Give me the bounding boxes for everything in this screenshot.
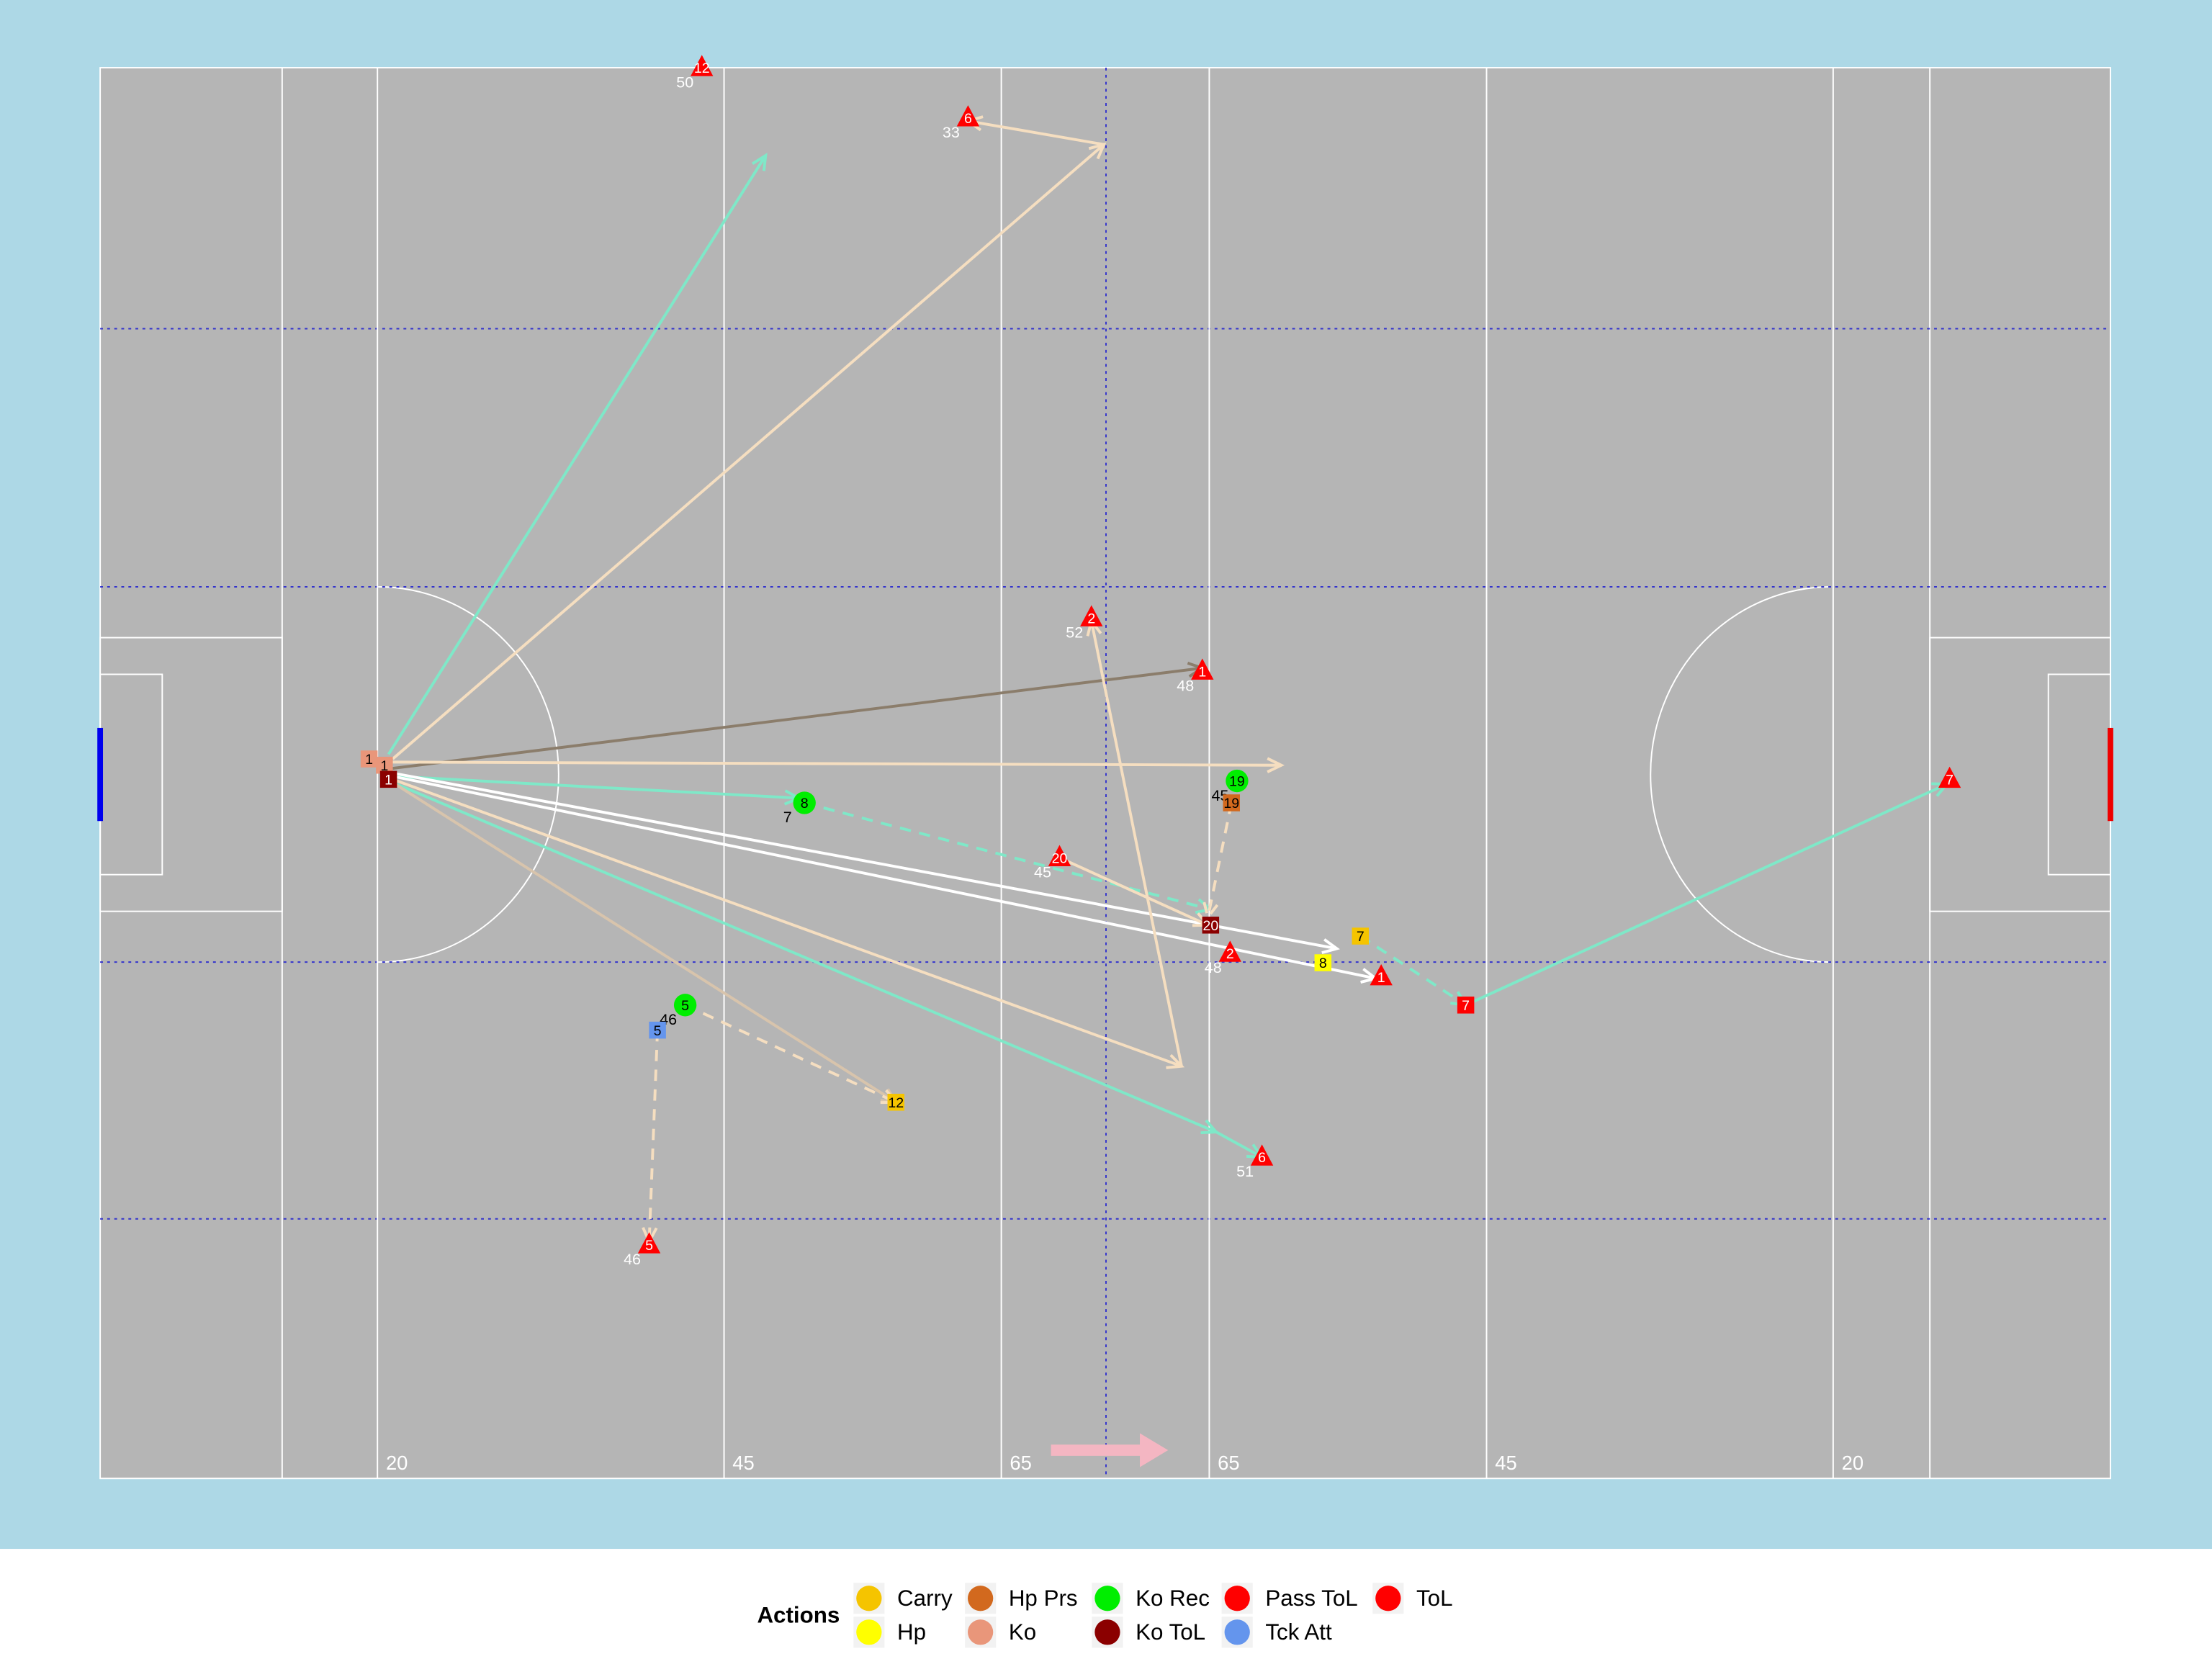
legend-swatch bbox=[856, 1619, 882, 1645]
player-number: 6 bbox=[1258, 1150, 1266, 1166]
tol-marker bbox=[1048, 845, 1071, 866]
player-number: 7 bbox=[1357, 929, 1364, 945]
player-number: 5 bbox=[654, 1023, 662, 1039]
legend-label: Ko ToL bbox=[1136, 1619, 1205, 1645]
event-marker bbox=[673, 994, 697, 1017]
legend-label: Carry bbox=[897, 1586, 953, 1611]
player-number: 19 bbox=[1229, 774, 1245, 790]
tol-marker bbox=[1218, 940, 1241, 962]
arrow bbox=[1359, 935, 1469, 1007]
legend-swatch bbox=[968, 1586, 994, 1611]
goal-left bbox=[97, 727, 104, 822]
player-number: 1 bbox=[380, 758, 388, 774]
legend-swatch bbox=[1375, 1586, 1401, 1611]
event-marker bbox=[793, 791, 816, 814]
tol-marker bbox=[691, 55, 714, 76]
arrow bbox=[387, 153, 768, 755]
legend-label: Pass ToL bbox=[1265, 1586, 1357, 1611]
legend-swatch bbox=[1094, 1619, 1120, 1645]
player-number: 1 bbox=[385, 772, 392, 788]
legend-swatch bbox=[1224, 1586, 1250, 1611]
player-number: 12 bbox=[694, 60, 710, 76]
tol-marker bbox=[956, 105, 980, 127]
arrow bbox=[392, 778, 1185, 1069]
arc bbox=[378, 586, 559, 963]
legend-swatch bbox=[1094, 1586, 1120, 1611]
minute-label: 48 bbox=[1177, 676, 1194, 694]
player-number: 19 bbox=[1223, 796, 1239, 811]
player-number: 12 bbox=[888, 1095, 904, 1111]
event-marker bbox=[360, 750, 378, 768]
arrow bbox=[1202, 802, 1233, 921]
event-marker bbox=[1352, 927, 1370, 945]
tol-marker bbox=[637, 1232, 661, 1254]
legend-swatch bbox=[1224, 1619, 1250, 1645]
legend-label: Ko Rec bbox=[1136, 1586, 1210, 1611]
minute-label: 45 bbox=[1034, 863, 1051, 881]
x-tick-label: 20 bbox=[1842, 1452, 1863, 1474]
arrow bbox=[392, 771, 1340, 955]
event-marker bbox=[1314, 954, 1332, 971]
arrow bbox=[392, 757, 1285, 773]
tol-marker bbox=[1250, 1144, 1274, 1166]
player-number: 2 bbox=[1087, 611, 1095, 626]
direction-arrow bbox=[1051, 1433, 1169, 1467]
x-tick-label: 45 bbox=[732, 1452, 754, 1474]
player-number: 20 bbox=[1202, 918, 1218, 934]
legend-title: Actions bbox=[757, 1603, 840, 1628]
legend-label: Hp Prs bbox=[1009, 1586, 1078, 1611]
player-number: 6 bbox=[964, 111, 972, 127]
x-tick-label: 20 bbox=[386, 1452, 408, 1474]
player-number: 1 bbox=[365, 752, 373, 768]
player-number: 20 bbox=[1052, 850, 1068, 866]
event-marker bbox=[1226, 769, 1249, 793]
minute-label: 33 bbox=[943, 123, 960, 141]
event-marker bbox=[1457, 997, 1475, 1014]
tol-marker bbox=[1370, 963, 1393, 986]
legend-label: Ko bbox=[1009, 1619, 1036, 1645]
minute-label: 50 bbox=[676, 73, 693, 91]
event-marker bbox=[376, 756, 393, 774]
minute-label: 46 bbox=[624, 1250, 641, 1268]
x-tick-label: 65 bbox=[1218, 1452, 1239, 1474]
legend-label: Hp bbox=[897, 1619, 926, 1645]
minute-label: 51 bbox=[1236, 1162, 1254, 1180]
player-number: 2 bbox=[1226, 946, 1234, 962]
player-number: 1 bbox=[1377, 970, 1385, 986]
event-marker bbox=[1223, 794, 1240, 811]
legend-label: ToL bbox=[1416, 1586, 1453, 1611]
minute-label: 48 bbox=[1205, 958, 1222, 976]
player-number: 5 bbox=[681, 998, 689, 1014]
event-marker bbox=[887, 1094, 905, 1111]
x-tick-label: 45 bbox=[1495, 1452, 1516, 1474]
player-number: 5 bbox=[645, 1238, 653, 1254]
player-number: 8 bbox=[801, 796, 809, 811]
goal-right bbox=[2108, 727, 2113, 822]
tol-marker bbox=[1938, 766, 1961, 788]
legend-label: Tck Att bbox=[1265, 1619, 1332, 1645]
player-number: 1 bbox=[1198, 664, 1206, 680]
legend-swatch bbox=[968, 1619, 994, 1645]
zone-lines bbox=[100, 68, 2110, 1479]
event-marker bbox=[379, 770, 397, 788]
legend-swatch bbox=[856, 1586, 882, 1611]
arrow bbox=[642, 1030, 660, 1246]
player-number: 7 bbox=[1946, 772, 1954, 788]
arc bbox=[1650, 586, 1832, 963]
player-number: 7 bbox=[1462, 998, 1470, 1014]
tol-marker bbox=[1191, 658, 1214, 680]
player-number: 8 bbox=[1319, 956, 1327, 971]
event-marker bbox=[649, 1021, 666, 1039]
minute-label: 52 bbox=[1066, 623, 1083, 641]
x-tick-label: 65 bbox=[1010, 1452, 1031, 1474]
event-marker bbox=[1202, 917, 1220, 934]
minute-label: 7 bbox=[783, 808, 792, 826]
tol-marker bbox=[1080, 605, 1103, 626]
